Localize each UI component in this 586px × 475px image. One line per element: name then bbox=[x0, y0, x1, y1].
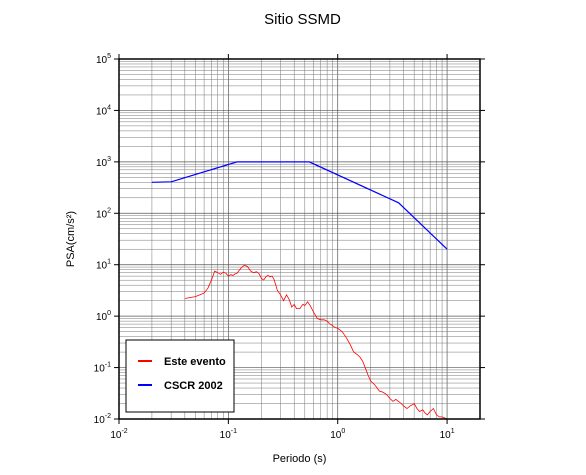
x-tick-label: 100 bbox=[330, 428, 345, 441]
y-tick-label: 10-2 bbox=[94, 413, 111, 426]
legend-box bbox=[125, 339, 235, 413]
y-tick-label: 10-1 bbox=[94, 362, 111, 375]
y-tick-label: 104 bbox=[96, 104, 111, 117]
series-line bbox=[151, 161, 448, 250]
legend-label: Este evento bbox=[164, 356, 226, 368]
x-tick-label: 10-2 bbox=[110, 428, 127, 441]
y-tick-label: 101 bbox=[96, 259, 111, 272]
legend-label: CSCR 2002 bbox=[164, 380, 223, 392]
data-series bbox=[151, 161, 448, 420]
series-line bbox=[184, 264, 448, 420]
y-tick-label: 100 bbox=[96, 310, 111, 323]
y-tick-label: 102 bbox=[96, 207, 111, 220]
y-tick-label: 105 bbox=[96, 53, 111, 66]
legend: Este evento CSCR 2002 bbox=[125, 339, 235, 413]
chart-title: Sitio SSMD bbox=[264, 11, 341, 28]
x-tick-label: 101 bbox=[440, 428, 455, 441]
axis-ticks bbox=[114, 54, 485, 424]
x-axis-label: Periodo (s) bbox=[273, 453, 327, 465]
y-tick-labels: 10-2 10-1 100 101 102 103 104 105 bbox=[94, 53, 111, 426]
x-tick-label: 10-1 bbox=[220, 428, 237, 441]
plot-frame bbox=[118, 58, 481, 420]
y-tick-label: 103 bbox=[96, 156, 111, 169]
y-axis-label: PSA(cm/s²) bbox=[65, 211, 77, 267]
x-tick-labels: 10-2 10-1 100 101 bbox=[110, 428, 454, 441]
